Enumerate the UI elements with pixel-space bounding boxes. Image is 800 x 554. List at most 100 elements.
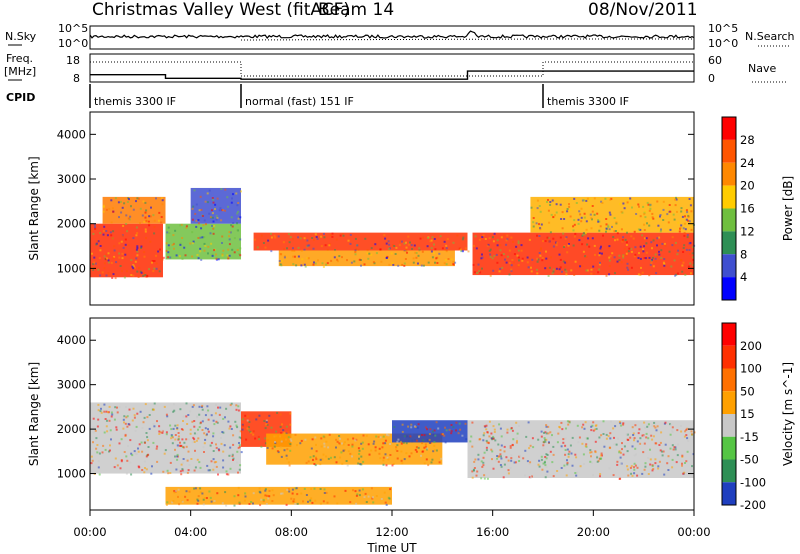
- heatmap-cell: [145, 237, 147, 239]
- heatmap-cell: [185, 226, 188, 229]
- heatmap-cell: [560, 218, 563, 220]
- heatmap-cell: [566, 420, 569, 423]
- nsky-label: N.Sky: [5, 30, 37, 43]
- heatmap-cell: [118, 252, 121, 255]
- heatmap-cell: [563, 218, 566, 220]
- heatmap-cell: [671, 429, 674, 432]
- heatmap-cell: [675, 196, 677, 199]
- heatmap-cell: [413, 244, 416, 247]
- heatmap-cell: [256, 246, 259, 249]
- heatmap-cell: [292, 255, 295, 258]
- heatmap-cell: [450, 424, 453, 426]
- heatmap-cell: [113, 249, 116, 252]
- heatmap-cell: [199, 247, 202, 250]
- y-tick-label: 3000: [57, 172, 86, 186]
- heatmap-cell: [323, 492, 326, 494]
- heatmap-cell: [322, 435, 325, 438]
- heatmap-cell: [549, 201, 552, 203]
- heatmap-cell: [377, 435, 380, 438]
- heatmap-cell: [479, 438, 482, 441]
- heatmap-cell: [317, 259, 319, 262]
- heatmap-cell: [526, 261, 529, 264]
- heatmap-cell: [683, 231, 686, 234]
- heatmap-cell: [396, 450, 399, 452]
- heatmap-cell: [537, 463, 540, 466]
- heatmap-cell: [674, 204, 677, 207]
- heatmap-cell: [675, 198, 678, 201]
- heatmap-cell: [286, 488, 289, 491]
- heatmap-cell: [314, 436, 317, 439]
- heatmap-cell: [144, 403, 147, 406]
- heatmap-cell: [568, 243, 570, 245]
- heatmap-cell: [248, 421, 251, 423]
- heatmap-cell: [105, 410, 108, 413]
- heatmap-cell: [602, 234, 604, 237]
- heatmap-cell: [108, 405, 111, 408]
- heatmap-cell: [166, 469, 169, 472]
- heatmap-cell: [598, 436, 601, 439]
- heatmap-cell: [197, 257, 200, 260]
- heatmap-cell: [646, 201, 649, 204]
- heatmap-cell: [96, 425, 99, 428]
- heatmap-cell: [231, 455, 234, 458]
- heatmap-cell: [497, 460, 500, 463]
- heatmap-cell: [391, 464, 394, 467]
- heatmap-cell: [598, 254, 601, 257]
- heatmap-cell: [120, 460, 123, 463]
- heatmap-cell: [412, 257, 415, 260]
- colorbar-swatch: [722, 436, 736, 460]
- heatmap-cell: [505, 456, 508, 459]
- heatmap-cell: [598, 220, 601, 223]
- heatmap-cell: [145, 209, 148, 212]
- heatmap-cell: [637, 228, 640, 231]
- heatmap-cell: [538, 205, 541, 207]
- heatmap-cell: [626, 262, 629, 265]
- heatmap-cell: [233, 504, 236, 507]
- heatmap-cell: [564, 449, 567, 451]
- heatmap-cell: [100, 411, 103, 414]
- heatmap-cell: [323, 236, 326, 239]
- heatmap-cell: [222, 209, 224, 212]
- heatmap-cell: [206, 405, 209, 408]
- heatmap-cell: [499, 267, 502, 270]
- heatmap-cell: [633, 472, 636, 475]
- heatmap-cell: [380, 498, 383, 500]
- heatmap-cell: [118, 256, 121, 259]
- heatmap-cell: [303, 237, 306, 240]
- heatmap-cell: [590, 272, 593, 275]
- heatmap-cell: [163, 405, 166, 408]
- heatmap-cell: [238, 436, 241, 439]
- heatmap-cell: [476, 272, 479, 275]
- heatmap-cell: [124, 238, 127, 241]
- heatmap-cell: [191, 420, 194, 423]
- heatmap-cell: [624, 238, 627, 241]
- heatmap-cell: [386, 456, 389, 459]
- heatmap-cell: [652, 239, 655, 242]
- heatmap-cell: [113, 255, 116, 258]
- heatmap-cell: [356, 244, 359, 247]
- nsearch-label: N.Search: [745, 30, 795, 43]
- heatmap-cell: [427, 261, 430, 264]
- heatmap-cell: [349, 452, 352, 455]
- heatmap-cell: [192, 240, 195, 243]
- heatmap-cell: [235, 424, 238, 427]
- heatmap-cell: [609, 420, 612, 423]
- heatmap-cell: [578, 210, 581, 213]
- heatmap-cell: [352, 437, 355, 440]
- heatmap-cell: [349, 242, 352, 245]
- heatmap-cell: [198, 426, 201, 429]
- heatmap-cell: [303, 263, 306, 266]
- heatmap-cell: [567, 453, 570, 456]
- heatmap-cell: [465, 438, 468, 441]
- heatmap-cell: [634, 253, 637, 256]
- heatmap-cell: [262, 500, 265, 503]
- heatmap-cell: [112, 273, 115, 276]
- heatmap-cell: [651, 216, 654, 219]
- heatmap-cell: [229, 446, 232, 449]
- heatmap-cell: [530, 266, 532, 269]
- heatmap-cell: [213, 249, 216, 252]
- heatmap-cell: [287, 430, 290, 433]
- heatmap-cell: [367, 443, 370, 446]
- heatmap-cell: [625, 244, 628, 246]
- heatmap-cell: [95, 243, 98, 246]
